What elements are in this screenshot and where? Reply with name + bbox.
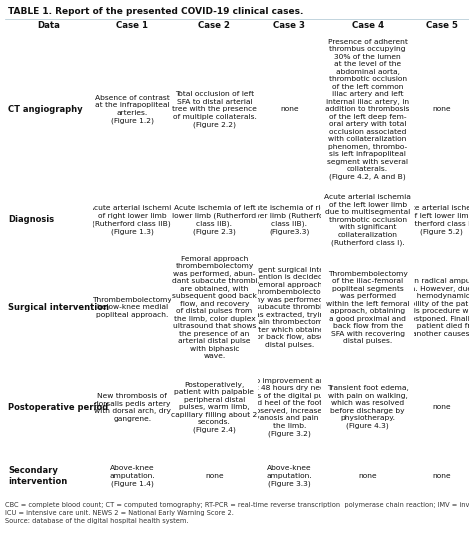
- Text: Case 4: Case 4: [352, 21, 384, 30]
- Text: New thrombosis of
dorsalis pedis artery
with dorsal arch, dry
gangrene.: New thrombosis of dorsalis pedis artery …: [94, 393, 171, 422]
- Text: Acute ischemia of left
lower limb (Rutherford
class IIB).
(Figure 2.3): Acute ischemia of left lower limb (Ruthe…: [173, 205, 256, 235]
- Text: TABLE 1. Report of the presented COVID-19 clinical cases.: TABLE 1. Report of the presented COVID-1…: [8, 7, 303, 16]
- Text: Femoral approach
thrombembolectomy
was performed, abun-
dant subacute thrombi
ar: Femoral approach thrombembolectomy was p…: [172, 256, 257, 359]
- Text: CBC = complete blood count; CT = computed tomography; RT-PCR = real-time reverse: CBC = complete blood count; CT = compute…: [5, 502, 474, 524]
- Text: Total occlusion of left
SFA to distal arterial
tree with the presence
of multipl: Total occlusion of left SFA to distal ar…: [172, 91, 257, 128]
- Text: Urgent surgical inter-
vention is decided,
femoral approach
thrombembolecto-
my : Urgent surgical inter- vention is decide…: [247, 267, 332, 348]
- Text: No improvement and
at 48 hours dry nec-
rosis of the digital pulps
and heel of t: No improvement and at 48 hours dry nec- …: [244, 378, 335, 437]
- Text: Presence of adherent
thrombus occupying
30% of the lumen
at the level of the
abd: Presence of adherent thrombus occupying …: [326, 38, 410, 180]
- Text: Transient foot edema,
with pain on walking,
which was resolved
before discharge : Transient foot edema, with pain on walki…: [327, 385, 409, 429]
- Text: Acute arterial ischemia
of the left lower limb
due to multisegmental
thrombotic : Acute arterial ischemia of the left lowe…: [324, 194, 411, 245]
- Text: none: none: [432, 473, 451, 479]
- Text: Data: Data: [37, 21, 61, 30]
- Text: Thrombembolectomy
of the iliac-femoral
popliteal segments
was performed
within t: Thrombembolectomy of the iliac-femoral p…: [326, 271, 410, 344]
- Text: Case 2: Case 2: [199, 21, 230, 30]
- Text: none: none: [432, 404, 451, 410]
- Text: Acute arterial ischemia
of right lower limb
(Rutherford class IIB).
(Figure 1.3): Acute arterial ischemia of right lower l…: [89, 205, 176, 234]
- Text: none: none: [432, 107, 451, 113]
- Text: Above-knee
amputation.
(Figure 3.3): Above-knee amputation. (Figure 3.3): [266, 466, 312, 487]
- Text: Acute ischemia of right
lower limb (Rutherford
class IIB).
(Figure3.3): Acute ischemia of right lower limb (Ruth…: [246, 205, 333, 235]
- Text: Above-knee
amputation.
(Figure 1.4): Above-knee amputation. (Figure 1.4): [109, 466, 155, 487]
- Text: Diagnosis: Diagnosis: [8, 215, 54, 225]
- Text: Thrombembolectomy
below-knee medial
popliteal approach.: Thrombembolectomy below-knee medial popl…: [92, 297, 172, 318]
- Text: Secondary
intervention: Secondary intervention: [8, 466, 67, 486]
- Text: Acute arterial ischemia
of left lower limb
(Rutherford class III).
(Figure 5.2): Acute arterial ischemia of left lower li…: [398, 205, 474, 234]
- Text: none: none: [205, 473, 224, 479]
- Text: none: none: [358, 473, 377, 479]
- Text: Case 3: Case 3: [273, 21, 305, 30]
- Text: Postoperatively,
patient with palpable
peripheral distal
pulses, warm limb,
capi: Postoperatively, patient with palpable p…: [172, 382, 257, 433]
- Text: Plan radical amputa-
tion. However, due to
the hemodynamic in-
stability of the : Plan radical amputa- tion. However, due …: [399, 278, 474, 337]
- Text: CT angiography: CT angiography: [8, 105, 82, 114]
- Text: Case 1: Case 1: [116, 21, 148, 30]
- Text: Case 5: Case 5: [426, 21, 457, 30]
- Text: Postoperative period: Postoperative period: [8, 403, 108, 412]
- Text: none: none: [280, 107, 299, 113]
- Text: Surgical intervention: Surgical intervention: [8, 303, 109, 312]
- Text: Absence of contrast
at the infrapopliteal
arteries.
(Figure 1.2): Absence of contrast at the infrapoplitea…: [95, 95, 170, 124]
